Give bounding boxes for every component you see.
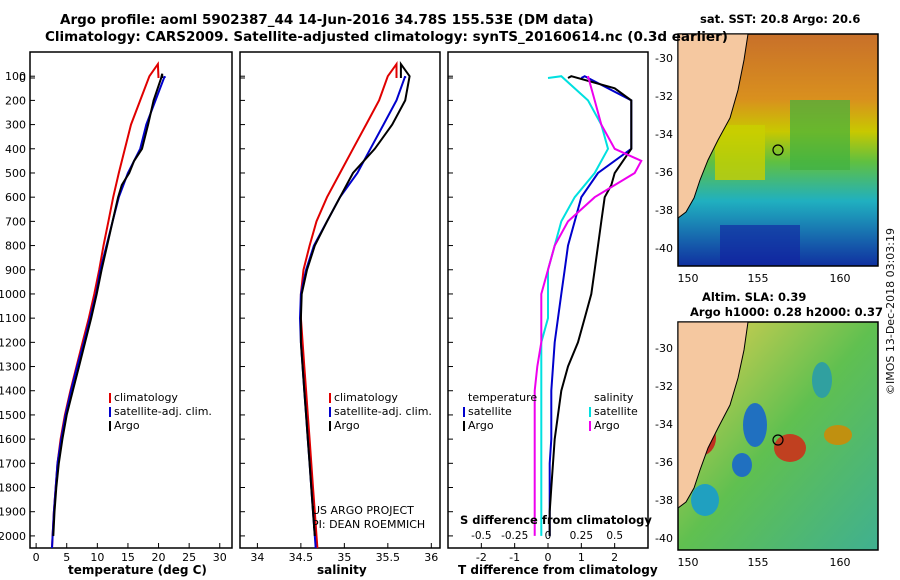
diff-legend-sal-argo: Argo <box>594 419 620 432</box>
s-tick-label: 0.25 <box>570 530 593 542</box>
depth-tick-label: 1900 <box>0 506 26 519</box>
series-line-temperature-satellite <box>550 76 632 536</box>
difference-xlabel: T difference from climatology <box>458 563 658 577</box>
depth-tick-label: 1000 <box>0 288 26 301</box>
sst-lat-label: -36 <box>655 166 673 179</box>
temp-legend-satellite: satellite-adj. clim. <box>114 405 212 418</box>
depth-tick-label: 1100 <box>0 312 26 325</box>
series-line-temperature-argo <box>550 76 632 536</box>
sst-lat-label: -38 <box>655 204 673 217</box>
s-difference-label: S difference from climatology <box>460 513 652 527</box>
figure-title: Argo profile: aoml 5902387_44 14-Jun-201… <box>60 12 594 28</box>
sst-lat-label: -32 <box>655 90 673 103</box>
project-pi: PI: DEAN ROEMMICH <box>312 518 425 531</box>
series-line-satellite-adj-clim- <box>300 76 405 548</box>
salinity-xlabel: salinity <box>317 563 367 577</box>
depth-tick-label: 300 <box>5 119 26 132</box>
series-line-climatology <box>301 64 397 548</box>
sla-lat-label: -38 <box>655 494 673 507</box>
x-tick-label: 30 <box>213 551 227 564</box>
s-tick-label: -0.25 <box>501 530 528 542</box>
project-name: US ARGO PROJECT <box>312 504 414 517</box>
series-line-satellite-adj-clim- <box>52 76 165 548</box>
salinity-panel <box>240 52 440 548</box>
diff-legend-sal-title: salinity <box>594 391 633 404</box>
sla-lat-label: -30 <box>655 342 673 355</box>
depth-tick-label: 1500 <box>0 409 26 422</box>
sla-lat-label: -36 <box>655 456 673 469</box>
sla-lat-label: -40 <box>655 532 673 545</box>
sst-lat-label: -40 <box>655 242 673 255</box>
sla-map <box>678 322 878 550</box>
x-tick-label: 34.5 <box>289 551 314 564</box>
temperature-xlabel: temperature (deg C) <box>68 563 207 577</box>
sst-lat-label: -30 <box>655 52 673 65</box>
sst-lon-label: 150 <box>678 272 699 285</box>
sst-map <box>678 34 878 266</box>
depth-tick-label: 200 <box>5 94 26 107</box>
sla-map-subtitle: Argo h1000: 0.28 h2000: 0.37 <box>690 305 883 319</box>
depth-tick-label: 600 <box>5 191 26 204</box>
sst-lat-label: -34 <box>655 128 673 141</box>
sla-lat-label: -32 <box>655 380 673 393</box>
temp-legend-argo: Argo <box>114 419 140 432</box>
series-line-argo <box>301 64 410 536</box>
depth-tick-label: 900 <box>5 264 26 277</box>
depth-tick-label: 1400 <box>0 385 26 398</box>
temp-legend-climatology: climatology <box>114 391 178 404</box>
x-tick-label: 34 <box>250 551 264 564</box>
depth-tick-label: 800 <box>5 240 26 253</box>
sst-lon-label: 155 <box>748 272 769 285</box>
sla-lon-label: 160 <box>830 556 851 569</box>
diff-legend-temp-argo: Argo <box>468 419 494 432</box>
depth-tick-label: 2000 <box>0 530 26 543</box>
sst-map-title: sat. SST: 20.8 Argo: 20.6 <box>700 12 860 26</box>
s-tick-label: -0.5 <box>471 530 492 542</box>
diff-legend-temp-satellite: satellite <box>468 405 512 418</box>
diff-legend-sal-satellite: satellite <box>594 405 638 418</box>
sla-map-title: Altim. SLA: 0.39 <box>702 290 806 304</box>
series-line-salinity-satellite <box>541 76 608 536</box>
sst-lon-label: 160 <box>830 272 851 285</box>
sla-lat-label: -34 <box>655 418 673 431</box>
depth-tick-label: 400 <box>5 143 26 156</box>
depth-tick-label: 1700 <box>0 457 26 470</box>
depth-tick-label: 100 <box>5 70 26 83</box>
sal-legend-climatology: climatology <box>334 391 398 404</box>
figure-subtitle: Climatology: CARS2009. Satellite-adjuste… <box>45 29 728 45</box>
depth-tick-label: 500 <box>5 167 26 180</box>
sla-lon-label: 150 <box>678 556 699 569</box>
sla-lon-label: 155 <box>748 556 769 569</box>
imos-credit: ©IMOS 13-Dec-2018 03:03:19 <box>884 228 897 395</box>
x-tick-label: 36 <box>424 551 438 564</box>
diff-legend-temp-title: temperature <box>468 391 537 404</box>
s-tick-label: 0.5 <box>606 530 623 542</box>
x-tick-label: 35.5 <box>376 551 401 564</box>
depth-tick-label: 1600 <box>0 433 26 446</box>
depth-tick-label: 1800 <box>0 482 26 495</box>
depth-tick-label: 1200 <box>0 336 26 349</box>
series-line-argo <box>53 74 162 536</box>
depth-tick-label: 700 <box>5 215 26 228</box>
sal-legend-argo: Argo <box>334 419 360 432</box>
x-tick-label: 0 <box>33 551 40 564</box>
sal-legend-satellite: satellite-adj. clim. <box>334 405 432 418</box>
depth-tick-label: 1300 <box>0 361 26 374</box>
